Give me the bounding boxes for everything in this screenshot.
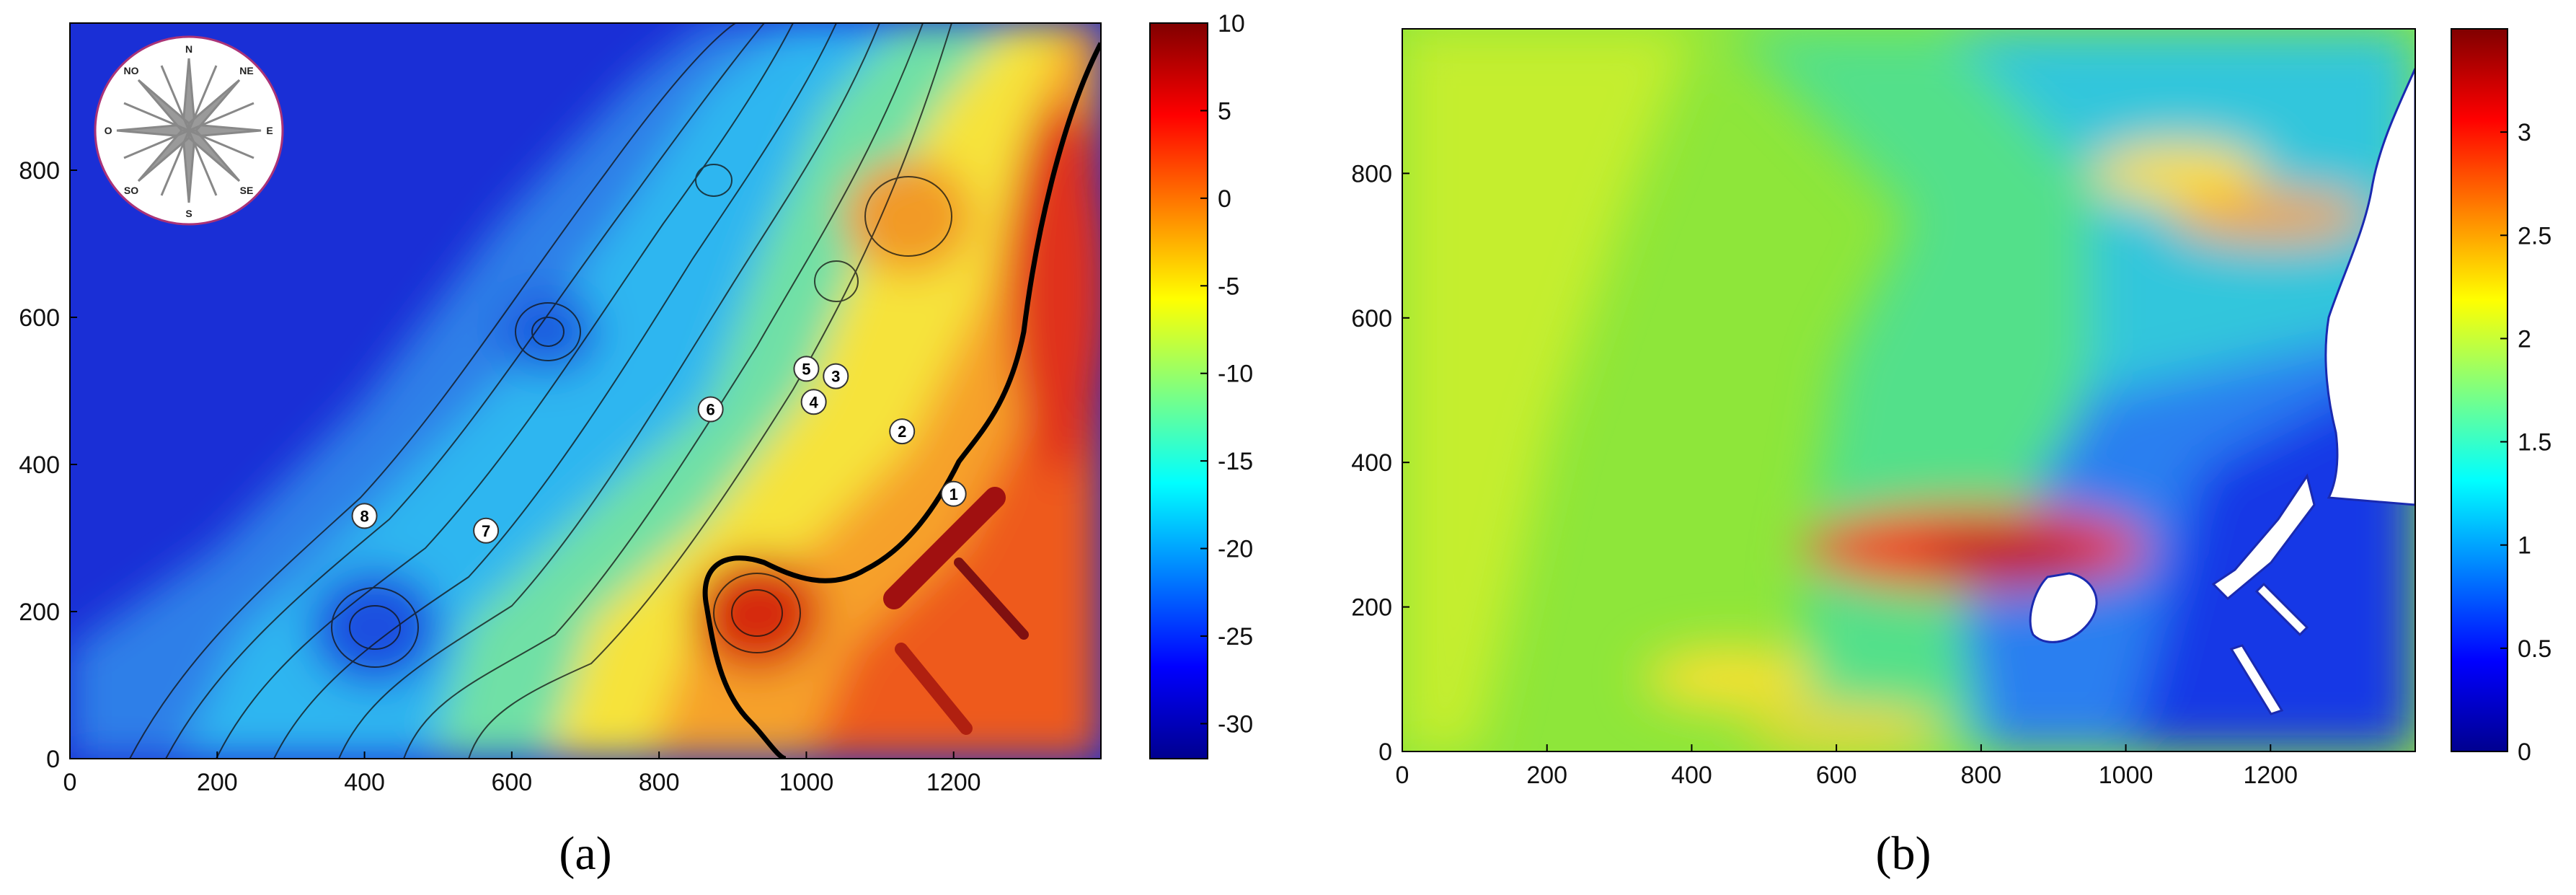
colorbar-tick-label: -25 [1218, 623, 1253, 651]
panel-b-y-axis: 0 200 400 600 800 [1351, 160, 1409, 766]
compass-label: O [105, 125, 112, 136]
colorbar-tick-label: 1 [2518, 532, 2531, 560]
station-marker: 7 [473, 517, 500, 544]
colorbar-tick-label: 0 [2518, 739, 2531, 766]
y-tick-label: 200 [19, 599, 60, 626]
station-marker-circle [940, 480, 967, 507]
station-marker-label: 3 [831, 368, 840, 386]
panel-b-colorbar-ticks: 3 2.5 2 1.5 1 0.5 0 [2500, 119, 2551, 766]
compass-label: S [185, 208, 192, 219]
x-tick-label: 600 [491, 769, 532, 796]
x-tick-label: 400 [344, 769, 385, 796]
colorbar-tick-label: 3 [2518, 119, 2531, 146]
panel-b-caption: (b) [1876, 827, 1931, 880]
station-marker: 5 [793, 356, 820, 382]
panel-a-caption: (a) [559, 827, 611, 880]
x-tick-label: 800 [1960, 762, 2001, 789]
panel-a-x-axis: 0 200 400 600 800 1000 1200 [63, 751, 981, 796]
x-tick-label: 200 [1526, 762, 1567, 789]
station-marker-label: 1 [950, 485, 958, 503]
compass-label: NO [124, 65, 139, 76]
panel-b-heatmap-map: 0 200 400 600 800 1000 1200 0 200 400 600 800 3 2.5… [1351, 28, 2551, 880]
compass-label: SO [124, 185, 138, 196]
colorbar-tick-label: -10 [1218, 361, 1253, 388]
x-tick-label: 0 [1396, 762, 1409, 789]
station-marker-label: 5 [802, 360, 810, 378]
y-tick-label: 200 [1351, 594, 1392, 622]
panel-a-y-axis: 0 200 400 600 800 [19, 157, 77, 773]
station-marker: 8 [351, 503, 378, 529]
compass-label: NE [239, 65, 253, 76]
station-marker-circle [823, 363, 849, 389]
panel-a-plot-frame [69, 22, 1102, 759]
x-tick-label: 1000 [2099, 762, 2154, 789]
y-tick-label: 0 [1378, 739, 1392, 766]
colorbar-tick-label: -30 [1218, 710, 1253, 738]
colorbar-tick-label: 5 [1218, 97, 1231, 125]
y-tick-label: 400 [19, 451, 60, 479]
colorbar-tick-label: 10 [1218, 10, 1245, 38]
station-marker: 6 [697, 396, 724, 423]
panel-a-station-markers: 1 2 345 6 7 8 [351, 356, 967, 544]
panel-b-x-axis: 0 200 400 600 800 1000 1200 [1396, 744, 2298, 789]
colorbar-tick-label: -15 [1218, 448, 1253, 475]
station-marker-circle [793, 356, 820, 382]
station-marker: 4 [800, 389, 827, 415]
x-tick-label: 1000 [779, 769, 834, 796]
colorbar-tick-label: 0 [1218, 185, 1231, 213]
station-marker-label: 7 [482, 522, 490, 540]
station-marker-label: 4 [810, 393, 819, 411]
colorbar-tick-label: -5 [1218, 273, 1239, 300]
x-tick-label: 1200 [2243, 762, 2298, 789]
y-tick-label: 0 [46, 746, 60, 773]
station-marker-circle [889, 418, 916, 445]
colorbar-tick-label: 0.5 [2518, 635, 2551, 663]
station-marker-circle [800, 389, 827, 415]
station-marker-circle [473, 517, 500, 544]
x-tick-label: 800 [639, 769, 680, 796]
panel-a-heatmap [70, 23, 1101, 759]
y-tick-label: 600 [19, 304, 60, 332]
station-marker-label: 8 [360, 507, 368, 525]
x-tick-label: 600 [1816, 762, 1857, 789]
panel-a-colorbar [1149, 22, 1208, 759]
y-tick-label: 600 [1351, 305, 1392, 332]
station-marker: 3 [823, 363, 849, 389]
x-tick-label: 1200 [926, 769, 981, 796]
panel-b-colorbar [2451, 28, 2508, 752]
station-marker: 2 [889, 418, 916, 445]
compass-rose: N NE E SE S SO O NO [94, 35, 284, 226]
colorbar-tick-label: 1.5 [2518, 429, 2551, 457]
panel-b-heatmap [1402, 29, 2415, 751]
compass-label: N [185, 43, 192, 55]
x-tick-label: 400 [1671, 762, 1712, 789]
colorbar-tick-label: -20 [1218, 536, 1253, 563]
colorbar-tick-label: 2 [2518, 325, 2531, 353]
station-marker-label: 2 [898, 423, 906, 441]
station-marker-circle [351, 503, 378, 529]
compass-label: SE [240, 185, 254, 196]
station-marker-circle [697, 396, 724, 423]
compass-label: E [266, 125, 273, 136]
station-marker-label: 6 [707, 401, 715, 419]
y-tick-label: 800 [1351, 160, 1392, 188]
station-marker: 1 [940, 480, 967, 507]
panel-b-plot-frame [1402, 28, 2416, 752]
x-tick-label: 200 [197, 769, 238, 796]
x-tick-label: 0 [63, 769, 77, 796]
y-tick-label: 800 [19, 157, 60, 185]
y-tick-label: 400 [1351, 449, 1392, 477]
panel-a-colorbar-ticks: 10 5 0 -5 -10 -15 -20 -25 -30 [1200, 10, 1253, 738]
colorbar-tick-label: 2.5 [2518, 222, 2551, 250]
